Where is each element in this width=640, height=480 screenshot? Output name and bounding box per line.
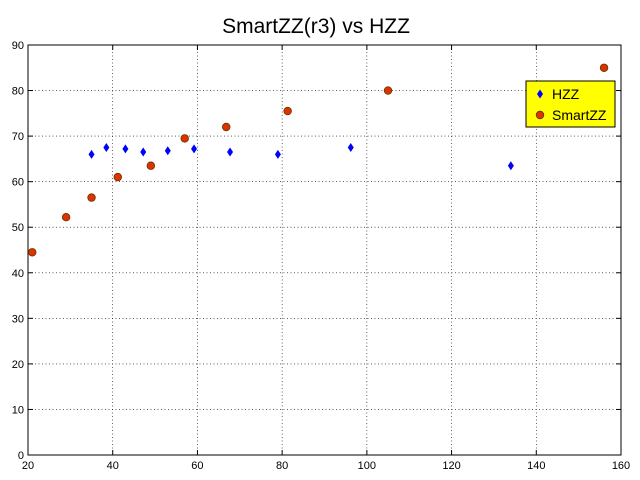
y-tick-label: 90 — [12, 40, 24, 52]
legend-label-smartzz: SmartZZ — [552, 107, 607, 123]
point-hzz — [164, 146, 171, 156]
point-hzz — [88, 149, 95, 159]
point-smartzz — [383, 86, 393, 95]
data-points — [28, 63, 609, 257]
point-hzz — [347, 143, 354, 152]
y-tick-label: 40 — [12, 268, 24, 280]
x-tick-label: 80 — [276, 460, 288, 472]
point-hzz — [103, 143, 110, 152]
y-axis: 0 10 20 30 40 50 60 70 80 90 — [12, 40, 621, 462]
y-tick-label: 10 — [12, 404, 24, 416]
legend-marker-smartzz — [535, 110, 545, 120]
legend-box — [525, 80, 616, 128]
y-tick-label: 0 — [18, 450, 24, 462]
y-tick-label: 70 — [12, 131, 24, 143]
x-tick-label: 20 — [22, 460, 34, 472]
point-smartzz — [87, 193, 96, 202]
y-tick-label: 20 — [12, 359, 24, 371]
x-tick-label: 120 — [442, 460, 460, 472]
legend-marker-hzz — [537, 89, 543, 99]
x-tick-label: 140 — [527, 460, 545, 472]
x-tick-label: 40 — [107, 460, 119, 472]
point-smartzz — [599, 63, 609, 72]
point-smartzz — [222, 122, 231, 132]
point-hzz — [140, 147, 147, 157]
y-tick-label: 80 — [12, 86, 24, 98]
point-hzz — [507, 161, 514, 171]
legend-label-hzz: HZZ — [552, 86, 580, 102]
point-hzz — [274, 149, 281, 159]
point-hzz — [191, 144, 198, 154]
point-smartzz — [180, 134, 189, 143]
point-hzz — [227, 147, 234, 157]
point-smartzz — [146, 161, 156, 170]
point-smartzz — [113, 172, 122, 182]
point-hzz — [122, 144, 129, 154]
y-tick-label: 60 — [12, 177, 24, 189]
x-tick-label: 100 — [358, 460, 376, 472]
x-axis: 20 40 60 80 100 120 140 160 — [22, 45, 630, 472]
plot-area-frame — [27, 44, 622, 456]
y-tick-label: 50 — [12, 222, 24, 234]
y-tick-label: 30 — [12, 313, 24, 325]
grid-lines — [28, 45, 621, 455]
legend: HZZ SmartZZ — [525, 80, 616, 128]
point-smartzz — [283, 106, 292, 116]
chart-title: SmartZZ(r3) vs HZZ — [222, 15, 410, 38]
x-tick-label: 60 — [191, 460, 203, 472]
point-smartzz — [61, 212, 71, 222]
point-smartzz — [28, 248, 37, 257]
x-tick-label: 160 — [612, 460, 630, 472]
